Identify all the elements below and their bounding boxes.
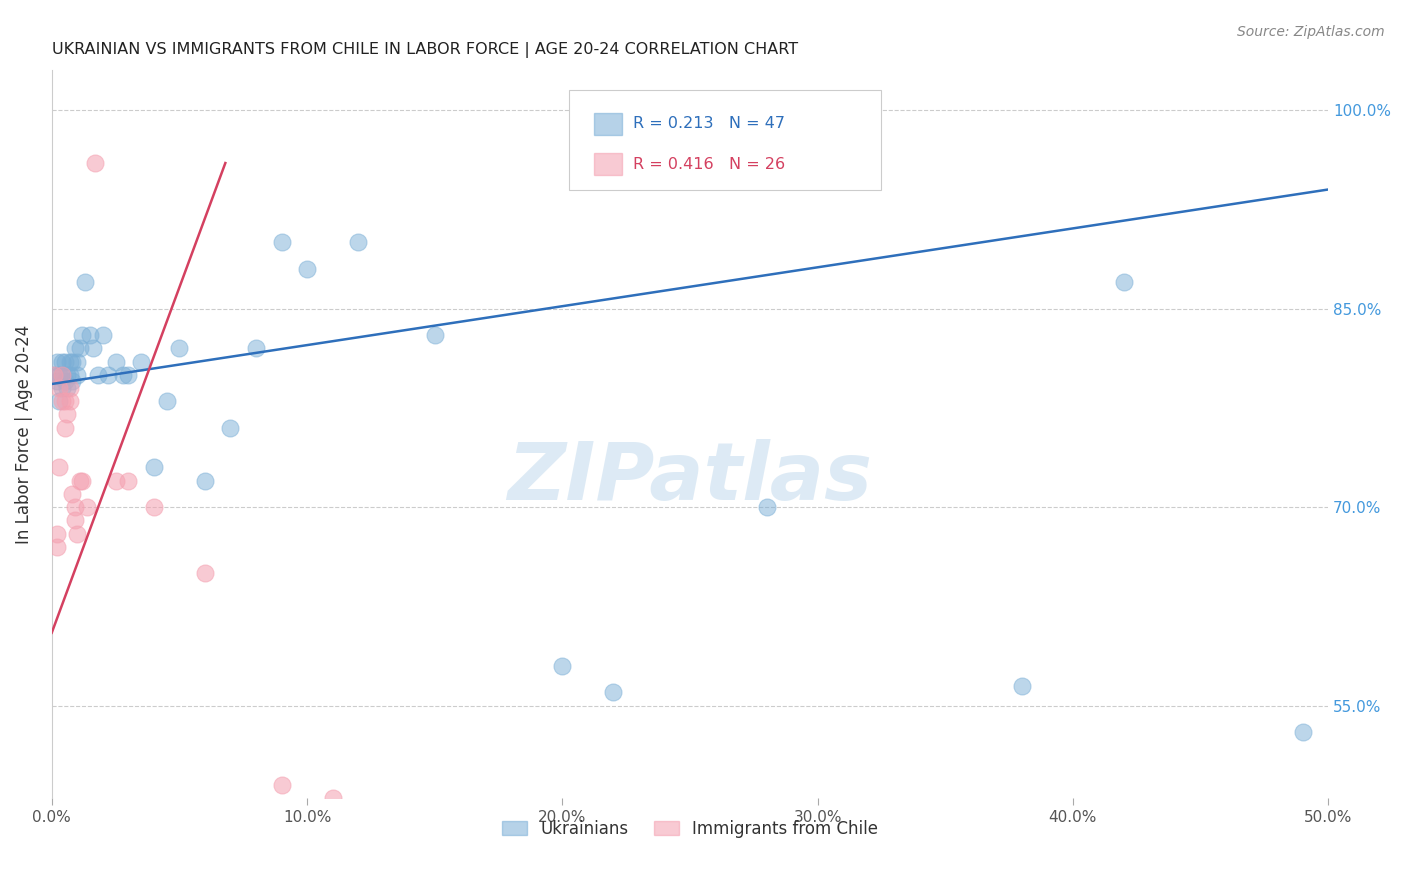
Point xyxy=(53,420,76,434)
Point xyxy=(82,341,104,355)
Point xyxy=(72,474,94,488)
Point xyxy=(66,354,89,368)
Bar xyxy=(595,113,623,135)
Point xyxy=(63,341,86,355)
Point xyxy=(66,526,89,541)
Point xyxy=(84,156,107,170)
Point xyxy=(56,368,79,382)
Point xyxy=(1112,275,1135,289)
Point xyxy=(219,420,242,434)
Point xyxy=(79,328,101,343)
Point xyxy=(1011,679,1033,693)
Point xyxy=(91,328,114,343)
Point xyxy=(73,275,96,289)
Point xyxy=(60,375,83,389)
Point xyxy=(44,368,66,382)
Point xyxy=(51,394,73,409)
Point xyxy=(97,368,120,382)
Point xyxy=(76,500,98,514)
Point xyxy=(60,354,83,368)
Point xyxy=(51,368,73,382)
Y-axis label: In Labor Force | Age 20-24: In Labor Force | Age 20-24 xyxy=(15,325,32,544)
Point xyxy=(156,394,179,409)
Point xyxy=(53,394,76,409)
Point xyxy=(117,474,139,488)
Point xyxy=(270,235,292,250)
Point xyxy=(423,328,446,343)
Point xyxy=(1291,725,1313,739)
Point xyxy=(72,328,94,343)
Point xyxy=(322,791,344,805)
Point xyxy=(86,368,108,382)
Point xyxy=(69,341,91,355)
Point xyxy=(104,354,127,368)
Text: Source: ZipAtlas.com: Source: ZipAtlas.com xyxy=(1237,25,1385,39)
Point xyxy=(194,474,217,488)
FancyBboxPatch shape xyxy=(568,90,882,191)
Point xyxy=(51,381,73,395)
Point xyxy=(69,474,91,488)
Point xyxy=(112,368,135,382)
Legend: Ukrainians, Immigrants from Chile: Ukrainians, Immigrants from Chile xyxy=(495,813,884,845)
Text: ZIPatlas: ZIPatlas xyxy=(508,439,873,517)
Point xyxy=(63,500,86,514)
Point xyxy=(59,381,82,395)
Point xyxy=(59,394,82,409)
Point xyxy=(59,368,82,382)
Text: R = 0.213   N = 47: R = 0.213 N = 47 xyxy=(633,116,785,131)
Point xyxy=(48,368,70,382)
Bar xyxy=(595,153,623,175)
Point xyxy=(48,381,70,395)
Point xyxy=(104,474,127,488)
Point xyxy=(51,368,73,382)
Point xyxy=(48,394,70,409)
Point xyxy=(66,368,89,382)
Point xyxy=(45,540,67,554)
Point xyxy=(48,460,70,475)
Point xyxy=(117,368,139,382)
Point xyxy=(63,513,86,527)
Point xyxy=(755,500,778,514)
Point xyxy=(602,685,624,699)
Point xyxy=(51,354,73,368)
Text: R = 0.416   N = 26: R = 0.416 N = 26 xyxy=(633,157,785,171)
Point xyxy=(295,261,318,276)
Point xyxy=(129,354,152,368)
Point xyxy=(53,354,76,368)
Point xyxy=(169,341,191,355)
Point xyxy=(56,408,79,422)
Point xyxy=(142,500,165,514)
Point xyxy=(56,381,79,395)
Point xyxy=(347,235,370,250)
Point xyxy=(45,354,67,368)
Text: UKRAINIAN VS IMMIGRANTS FROM CHILE IN LABOR FORCE | AGE 20-24 CORRELATION CHART: UKRAINIAN VS IMMIGRANTS FROM CHILE IN LA… xyxy=(52,42,797,58)
Point xyxy=(59,354,82,368)
Point xyxy=(45,526,67,541)
Point xyxy=(194,566,217,581)
Point xyxy=(60,487,83,501)
Point xyxy=(142,460,165,475)
Point xyxy=(53,375,76,389)
Point xyxy=(45,375,67,389)
Point xyxy=(270,778,292,792)
Point xyxy=(245,341,267,355)
Point xyxy=(551,658,574,673)
Point xyxy=(44,368,66,382)
